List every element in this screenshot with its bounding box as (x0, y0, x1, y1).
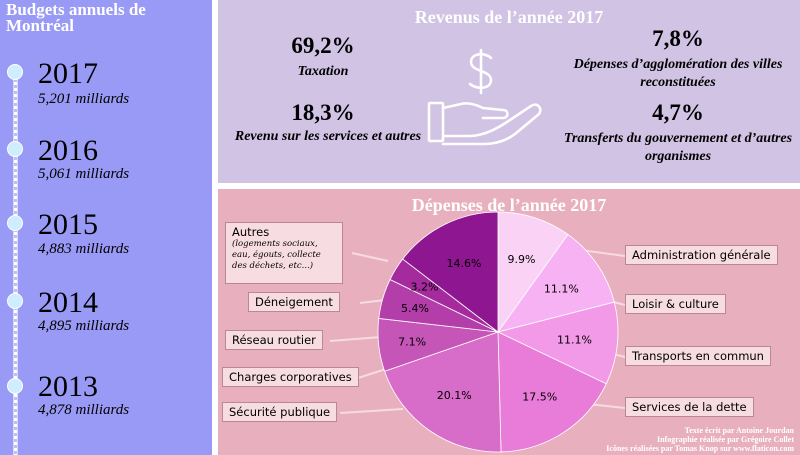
revenue-label: Revenu sur les services et autres (234, 129, 422, 144)
expenses-pie-chart: 9.9% 11.1% 11.1% 17.5% 20.1% 7.1% 5.4% 3.2% 14.6… (329, 211, 626, 453)
legend-sub-autres: (logements sociaux, eau, égouts, collect… (232, 239, 321, 271)
leader-line (329, 336, 382, 342)
timeline-amount: 4,895 milliards (38, 318, 130, 334)
legend-box-securite-publique: Sécurité publique (222, 402, 338, 422)
timeline-dot-2015 (7, 215, 23, 231)
timeline-dot-2014 (7, 293, 23, 309)
legend-box-autres: Autres (logements sociaux, eau, égouts, … (225, 222, 343, 284)
timeline-dot-2016 (7, 141, 23, 157)
revenue-panel: Revenus de l’année 2017 69,2% Taxation 1… (218, 0, 800, 183)
pie-label-reseau-routier: 5.4% (401, 302, 429, 315)
timeline-panel: Budgets annuels de Montréal 2017 5,201 m… (0, 0, 212, 455)
revenue-pct: 7,8% (652, 26, 704, 51)
pie-slice-administration-generale (497, 211, 569, 334)
legend-label-autres: Autres (232, 225, 270, 239)
revenue-label: Dépenses d’agglomération des villes reco… (573, 57, 783, 90)
pie-label-administration-generale: 9.9% (508, 253, 536, 266)
timeline-dot-2013 (7, 378, 23, 394)
revenue-pct: 4,7% (652, 100, 704, 125)
leader-line (351, 252, 389, 262)
legend-box-charges-corporatives: Charges corporatives (222, 367, 359, 387)
timeline-dot-2017 (7, 64, 23, 80)
timeline-amount: 4,878 milliards (38, 402, 130, 418)
revenue-label: Transferts du gouvernement et d’autres o… (563, 131, 793, 164)
pie-label-services-de-la-dette: 17.5% (522, 390, 557, 403)
timeline-title: Budgets annuels de Montréal (6, 0, 146, 35)
legend-box-transports-en-commun: Transports en commun (625, 346, 771, 366)
legend-box-loisir-culture: Loisir & culture (625, 294, 726, 314)
timeline-year: 2017 (38, 57, 98, 90)
pie-label-autres: 14.6% (447, 257, 482, 270)
legend-box-administration-generale: Administration générale (625, 245, 778, 265)
pie-label-charges-corporatives: 7.1% (398, 335, 426, 348)
timeline-year: 2016 (38, 134, 98, 167)
credit-text: Texte écrit par Antoine Jourdan (684, 426, 794, 435)
pie-label-loisir-culture: 11.1% (544, 283, 579, 296)
pie-label-securite-publique: 20.1% (437, 389, 472, 402)
expenses-title: Dépenses de l’année 2017 (411, 195, 607, 215)
pie-slice-autres (402, 211, 499, 333)
leader-line (339, 408, 404, 414)
legend-box-deneigement: Déneigement (248, 292, 340, 312)
hand-dollar-icon (427, 48, 542, 146)
pie-slice-loisir-culture (497, 233, 615, 333)
legend-box-reseau-routier: Réseau routier (225, 330, 323, 350)
timeline-line (13, 70, 18, 455)
credit-icons: Icônes réalisées par Tomas Knop sur www.… (606, 444, 794, 453)
pie-label-transports-en-commun: 11.1% (557, 333, 592, 346)
timeline-year: 2013 (38, 370, 98, 403)
expenses-panel: Dépenses de l’année 2017 9.9% 11.1% 11.1% 1… (218, 189, 800, 455)
timeline-year: 2014 (38, 286, 98, 319)
credit-infographic: Infographie réalisée par Grégoire Collet (656, 435, 794, 444)
revenue-pct: 18,3% (291, 100, 355, 125)
revenue-title: Revenus de l’année 2017 (414, 7, 604, 27)
timeline-amount: 4,883 milliards (38, 241, 130, 257)
leader-line (357, 368, 387, 379)
credits: Texte écrit par Antoine Jourdan Infograp… (606, 426, 794, 453)
pie-slice-securite-publique (384, 331, 502, 453)
revenue-pct: 69,2% (291, 33, 355, 58)
legend-box-services-de-la-dette: Services de la dette (625, 397, 754, 417)
timeline-amount: 5,201 milliards (38, 91, 130, 107)
timeline-year: 2015 (38, 208, 98, 241)
leader-line (587, 403, 626, 409)
pie-slice-services-de-la-dette (497, 331, 607, 453)
pie-slice-transports-en-commun (496, 301, 619, 385)
revenue-label: Taxation (297, 64, 349, 79)
timeline-amount: 5,061 milliards (38, 166, 130, 182)
pie-label-deneigement: 3.2% (410, 281, 438, 294)
